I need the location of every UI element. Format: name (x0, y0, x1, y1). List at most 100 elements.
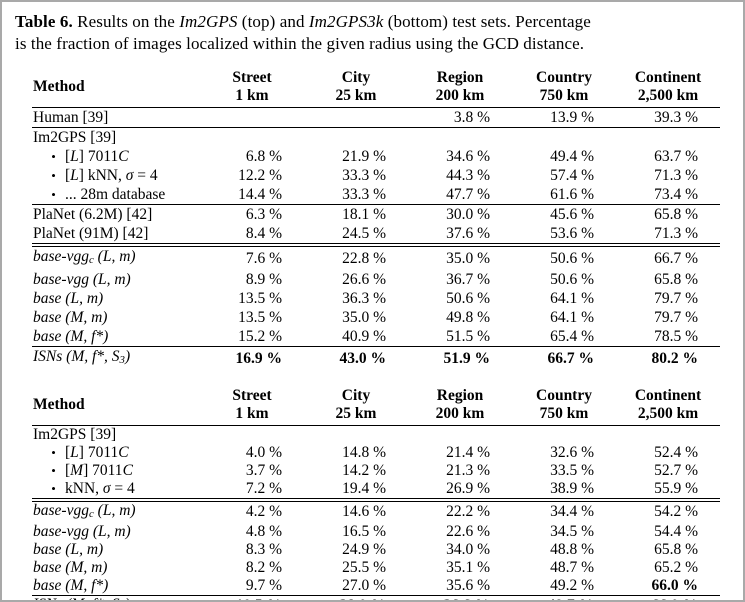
value-cell: 79.7 % (654, 308, 698, 326)
method-cell: • [L] 7011C (32, 147, 200, 166)
value-cell: 40.9 % (304, 326, 408, 347)
column-header: City 25 km (304, 68, 408, 108)
text-segment: ISNs (M, f*, S (33, 347, 120, 365)
value-cell: 7.2 % (200, 479, 304, 502)
method-cell: base-vggc (L, m) (32, 245, 200, 270)
column-header: Country 750 km (512, 68, 616, 108)
text-segment: c (88, 253, 94, 266)
value-cell: 21.9 % (342, 148, 386, 165)
text-segment: Results on the (72, 12, 180, 31)
value-cell (200, 107, 304, 128)
method-cell: base (M, m) (32, 308, 200, 327)
column-header-line1: Street (232, 69, 272, 86)
column-header-line2: 750 km (539, 87, 589, 104)
value-cell: 79.7 % (654, 289, 698, 307)
text-segment: ] 7011 (83, 461, 123, 479)
column-header-line1: Continent (634, 69, 702, 86)
value-cell: 36.7 % (446, 270, 490, 288)
value-cell: 30.0 % (446, 206, 490, 223)
value-cell: 43.0 % (339, 349, 387, 367)
value-cell: 48.7 % (550, 558, 594, 576)
text-segment: [ (65, 443, 71, 461)
column-header-line2: 25 km (335, 404, 377, 422)
column-header: Region 200 km (408, 68, 512, 108)
text-segment: ) (124, 347, 131, 365)
table-row: • [L] kNN, σ = 4 12.2 % 33.3 % 44.3 % 57.4 % 7… (32, 166, 720, 185)
value-cell: 65.8 % (654, 540, 698, 558)
value-cell: 36.3 % (342, 289, 386, 307)
value-cell: 13.9 % (512, 107, 616, 128)
table-row: base (L, m) 8.3 % 24.9 % 34.0 % 48.8 % 65.8 % (32, 541, 720, 559)
table-row: base (L, m) 13.5 % 36.3 % 50.6 % 64.1 % 79.7 … (32, 289, 720, 308)
value-cell: 48.8 % (550, 540, 594, 558)
value-cell: 49.4 % (550, 148, 594, 165)
text-segment: ] kNN, (78, 167, 126, 184)
value-cell: 53.6 % (512, 224, 616, 247)
column-header-line2: 2,500 km (637, 87, 699, 104)
column-header-line1: Continent (634, 386, 702, 404)
value-cell: 37.6 % (408, 224, 512, 247)
column-header: Region 200 km (408, 385, 512, 426)
text-segment: Im2GPS3k (308, 12, 384, 31)
value-cell: 63.7 % (654, 148, 698, 165)
bullet-icon: • (51, 168, 56, 183)
column-header: City 25 km (304, 385, 408, 426)
method-cell: PlaNet (91M) [42] (32, 224, 200, 247)
text-segment: Im2GPS (179, 12, 238, 31)
text-segment: (bottom) test sets. Percentage (383, 12, 591, 31)
value-cell: 80.2 % (651, 349, 699, 367)
method-cell: PlaNet (6.2M) [42] (32, 205, 200, 225)
column-header-line1: City (341, 386, 371, 404)
value-cell: 14.8 % (342, 443, 386, 461)
text-segment: [ (65, 148, 71, 165)
value-cell: 25.5 % (342, 558, 386, 576)
method-cell: base-vggc (L, m) (32, 500, 200, 523)
value-cell: 22.6 % (446, 522, 490, 540)
value-cell: 32.6 % (550, 443, 594, 461)
value-cell: 26.6 % (342, 270, 386, 288)
value-cell: 71.3 % (654, 167, 698, 184)
value-cell: 9.7 % (200, 576, 304, 596)
method-cell: • [L] 7011C (32, 444, 200, 462)
value-cell: 7.6 % (245, 249, 282, 267)
text-segment: ] 7011 (78, 443, 119, 461)
value-cell: 54.4 % (654, 522, 698, 540)
column-header: Street 1 km (200, 385, 304, 426)
method-cell: base (L, m) (32, 289, 200, 308)
value-cell: 28.0 % (304, 595, 408, 600)
value-cell: 65.4 % (512, 326, 616, 347)
value-cell: 66.0 % (616, 595, 720, 600)
table-row: • kNN, σ = 4 7.2 % 19.4 % 26.9 % 38.9 % 55.9 % (32, 479, 720, 502)
value-cell: 34.4 % (550, 503, 594, 521)
method-cell: • [M] 7011C (32, 462, 200, 480)
value-cell (408, 128, 512, 148)
value-cell: 65.8 % (654, 270, 698, 288)
column-header: Method (32, 68, 200, 108)
bullet-icon: • (51, 187, 56, 202)
bullet-icon: • (51, 480, 56, 496)
table-row: PlaNet (91M) [42] 8.4 % 24.5 % 37.6 % 53.6 %… (32, 224, 720, 247)
table-row: base (M, m) 8.2 % 25.5 % 35.1 % 48.7 % 65.2 % (32, 559, 720, 577)
value-cell: 8.9 % (245, 270, 282, 288)
value-cell: 33.3 % (342, 167, 386, 184)
value-cell: 34.6 % (446, 148, 490, 165)
table-row: • [L] 7011C 6.8 % 21.9 % 34.6 % 49.4 % 63.7 % (32, 147, 720, 166)
value-cell: 55.9 % (616, 479, 720, 502)
value-cell: 21.4 % (446, 443, 490, 461)
text-segment: L (70, 167, 79, 184)
value-cell: 33.5 % (550, 461, 594, 479)
column-header-line2: 200 km (435, 87, 485, 104)
value-cell: 51.9 % (443, 349, 491, 367)
text-segment: C (118, 148, 129, 165)
value-cell (304, 425, 408, 444)
table-row: • [L] 7011C 4.0 % 14.8 % 21.4 % 32.6 % 52.4 % (32, 444, 720, 462)
value-cell: 35.6 % (408, 576, 512, 596)
method-cell: Im2GPS [39] (32, 128, 200, 148)
column-header-line2: 1 km (235, 404, 269, 422)
value-cell: 50.6 % (550, 249, 594, 267)
table-row: • ... 28m database 14.4 % 33.3 % 47.7 % 61.6 … (32, 185, 720, 205)
value-cell (512, 128, 616, 148)
text-segment: base-vgg (L, m) (33, 522, 131, 540)
table-row: Im2GPS [39] (32, 128, 720, 148)
value-cell: 35.1 % (446, 558, 490, 576)
